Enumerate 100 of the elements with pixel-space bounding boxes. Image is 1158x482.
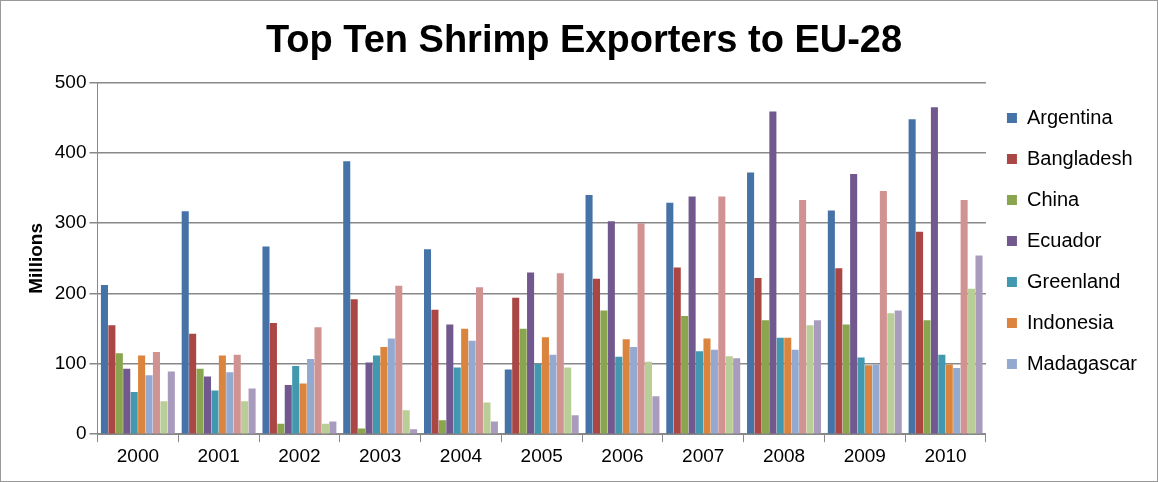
y-tick-label: 400 — [54, 141, 87, 163]
bar — [556, 273, 564, 434]
bar — [784, 337, 792, 434]
y-tick-label: 500 — [54, 70, 87, 92]
bar — [189, 333, 197, 434]
bar — [607, 221, 615, 434]
bar — [512, 297, 520, 434]
bar — [468, 340, 476, 434]
bar — [615, 356, 623, 434]
bar — [130, 392, 138, 434]
y-tick-label: 100 — [54, 352, 87, 374]
bar — [776, 337, 784, 434]
bar — [850, 174, 858, 434]
legend-label: Ecuador — [1026, 228, 1102, 251]
bar — [387, 338, 395, 434]
bar — [747, 172, 755, 434]
bar — [218, 355, 226, 434]
bar — [292, 365, 300, 434]
x-tick-label: 2000 — [116, 444, 160, 466]
bar — [842, 324, 850, 434]
legend-label: Indonesia — [1026, 310, 1115, 333]
bar — [350, 299, 358, 434]
bar — [461, 328, 469, 434]
bar — [894, 310, 902, 434]
bar — [476, 287, 484, 434]
bar — [431, 309, 439, 434]
x-tick-label: 2003 — [359, 444, 402, 466]
bar — [423, 249, 432, 434]
bar — [307, 358, 315, 434]
bar — [600, 310, 608, 434]
bar — [196, 368, 204, 434]
bar — [108, 325, 116, 434]
bar — [167, 371, 175, 434]
bar — [644, 361, 653, 434]
bar — [446, 324, 454, 434]
bar — [115, 353, 123, 434]
bar — [725, 356, 733, 434]
x-tick-label: 2004 — [439, 444, 483, 466]
bar — [945, 364, 953, 434]
bar — [395, 285, 403, 434]
y-tick-label: 0 — [75, 422, 87, 444]
bar — [269, 323, 277, 434]
bar — [637, 223, 645, 434]
bar — [152, 351, 160, 434]
legend-label: Bangladesh — [1026, 146, 1133, 169]
bar — [857, 357, 865, 434]
x-tick-label: 2007 — [682, 444, 725, 466]
bar — [504, 369, 512, 434]
bar — [365, 362, 373, 434]
bar — [622, 339, 630, 434]
bar — [123, 368, 131, 434]
bar — [402, 410, 410, 434]
bar — [923, 320, 931, 434]
bar — [262, 246, 270, 434]
chart-title: Top Ten Shrimp Exporters to EU-28 — [265, 18, 903, 61]
bar — [887, 313, 895, 434]
bar — [908, 119, 916, 434]
bar — [571, 415, 579, 434]
x-tick-label: 2002 — [278, 444, 321, 466]
bar — [688, 196, 696, 434]
legend-label: Greenland — [1026, 269, 1121, 292]
bar — [916, 231, 924, 434]
bar — [813, 320, 821, 434]
bar — [321, 423, 329, 434]
bar — [864, 365, 873, 434]
bar — [343, 161, 351, 434]
bar — [696, 351, 704, 434]
bar — [666, 202, 674, 434]
bar — [248, 388, 256, 434]
bar — [754, 278, 762, 434]
bar — [438, 420, 446, 434]
bar — [938, 354, 946, 434]
legend-label: China — [1026, 187, 1081, 210]
bar — [181, 211, 189, 434]
bar — [100, 285, 108, 434]
bar — [233, 354, 241, 434]
bar — [975, 255, 983, 434]
bar — [733, 358, 741, 434]
legend-label: Argentina — [1026, 105, 1114, 128]
bar — [652, 396, 660, 434]
bar — [534, 363, 542, 434]
legend-label: Madagascar — [1026, 351, 1138, 374]
bar — [299, 383, 307, 434]
bar — [410, 429, 418, 434]
bar — [953, 368, 961, 434]
y-tick-label: 300 — [54, 211, 87, 233]
bar — [681, 316, 689, 434]
bar — [879, 190, 887, 434]
x-tick-label: 2010 — [924, 444, 967, 466]
x-tick-label: 2008 — [762, 444, 806, 466]
bar — [519, 328, 527, 434]
bar — [872, 364, 880, 434]
bar — [718, 196, 726, 434]
bar — [145, 375, 153, 434]
y-axis-title: Millions — [24, 223, 46, 294]
bar — [277, 423, 285, 434]
bar — [226, 372, 234, 434]
bar — [592, 278, 601, 434]
bar — [799, 200, 807, 434]
x-tick-label: 2001 — [197, 444, 240, 466]
